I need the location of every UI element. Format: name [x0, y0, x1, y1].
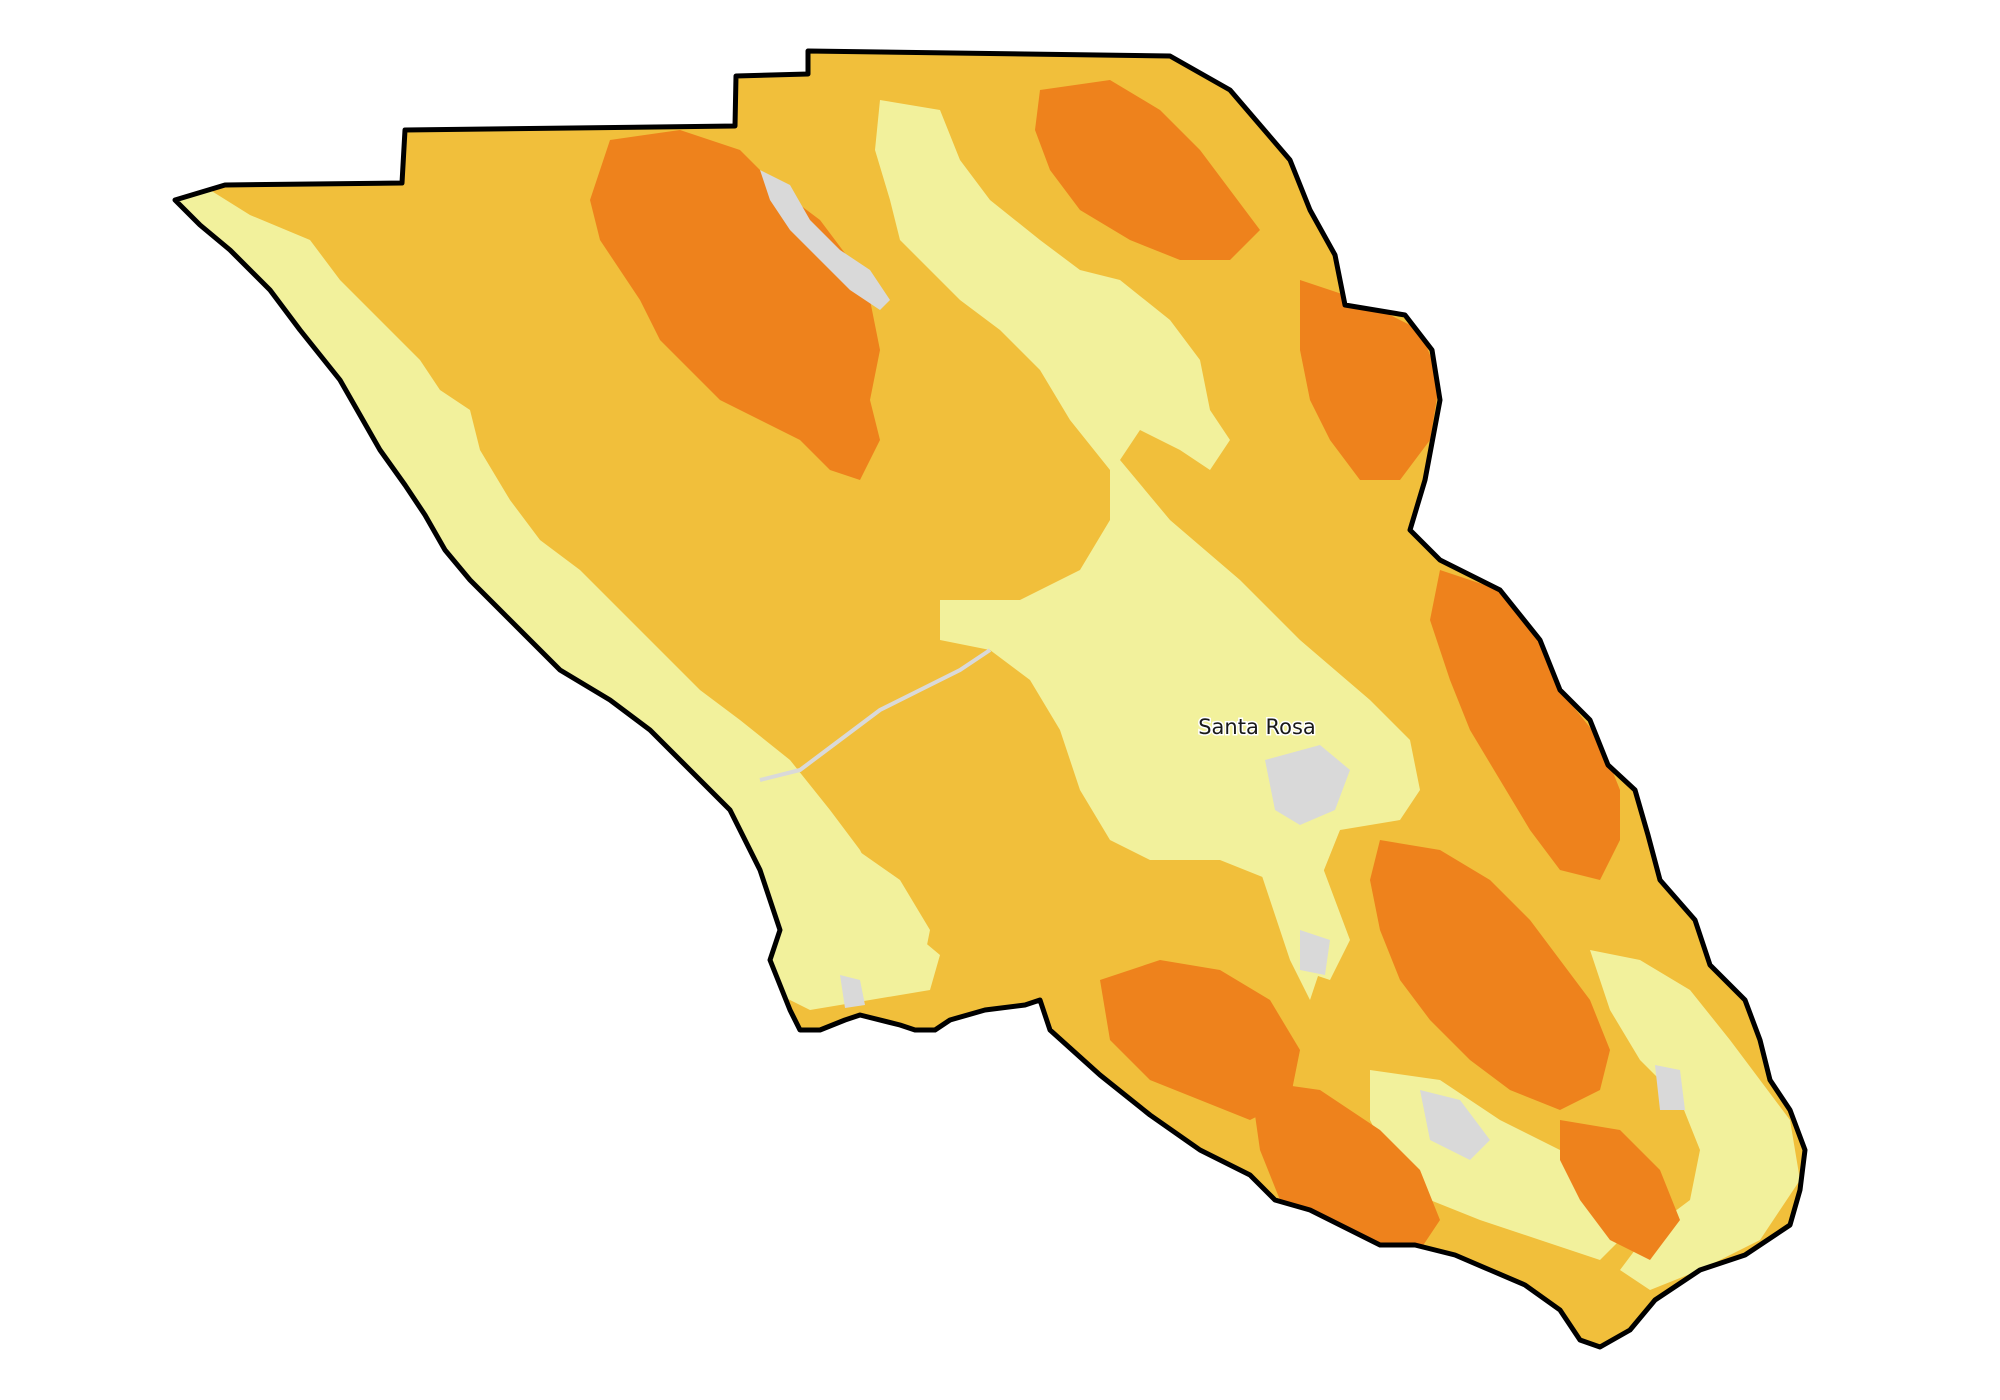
petaluma-urban-area [1420, 1090, 1490, 1160]
city-label-santa-rosa: Santa Rosa [1198, 715, 1316, 739]
southeast-low-zone-2 [1590, 950, 1800, 1290]
coastal-low-zone [175, 180, 940, 1010]
bodega-bay-area [840, 975, 865, 1008]
rohnert-park-urban-area [1300, 930, 1330, 975]
east-ridge-high-zone [1430, 570, 1620, 880]
santa-rosa-urban-area [1265, 745, 1350, 825]
county-boundary [172, 48, 1808, 1350]
southern-hills-high-zone [1370, 840, 1610, 1110]
eastern-high-zone [1300, 280, 1440, 480]
coastal-low-zone-south [770, 830, 930, 1000]
russian-river [759, 648, 992, 782]
south-high-zone-2 [1560, 1120, 1680, 1260]
sonoma-urban-area [1655, 1065, 1685, 1110]
northeast-high-zone [1035, 80, 1260, 260]
lake-sonoma [760, 170, 890, 310]
